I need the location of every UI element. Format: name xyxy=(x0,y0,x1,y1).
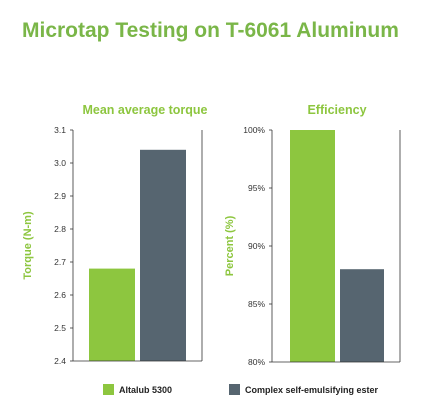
torque-tick-label: 3.0 xyxy=(54,158,66,168)
torque-y-axis-label: Torque (N-m) xyxy=(22,211,34,280)
torque-bar-altalub xyxy=(89,268,135,361)
torque-tick-label: 3.1 xyxy=(54,125,66,135)
legend-item-altalub: Altalub 5300 xyxy=(103,384,172,395)
legend-label-ester: Complex self-emulsifying ester xyxy=(245,384,379,395)
efficiency-tick-label: 80% xyxy=(248,357,265,367)
torque-tick-label: 2.6 xyxy=(54,290,66,300)
torque-bar-ester xyxy=(140,149,186,361)
efficiency-tick-label: 90% xyxy=(248,241,265,251)
torque-tick-label: 2.5 xyxy=(54,323,66,333)
page-title: Microtap Testing on T-6061 Aluminum xyxy=(22,19,399,42)
legend-item-ester: Complex self-emulsifying ester xyxy=(229,384,378,395)
torque-tick-label: 2.4 xyxy=(54,356,66,366)
torque-tick-label: 2.8 xyxy=(54,224,66,234)
efficiency-tick-label: 85% xyxy=(248,299,265,309)
legend-label-altalub: Altalub 5300 xyxy=(119,384,173,395)
efficiency-y-axis-label: Percent (%) xyxy=(224,215,236,276)
legend-swatch-ester xyxy=(229,384,240,395)
efficiency-bar-ester xyxy=(340,269,384,362)
efficiency-chart-title: Efficiency xyxy=(307,103,367,117)
efficiency-tick-label: 100% xyxy=(243,125,265,135)
efficiency-tick-label: 95% xyxy=(248,183,265,193)
torque-tick-label: 2.7 xyxy=(54,257,66,267)
legend-swatch-altalub xyxy=(103,384,114,395)
torque-tick-label: 2.9 xyxy=(54,191,66,201)
efficiency-bar-altalub xyxy=(290,130,335,362)
torque-chart-title: Mean average torque xyxy=(82,103,208,117)
